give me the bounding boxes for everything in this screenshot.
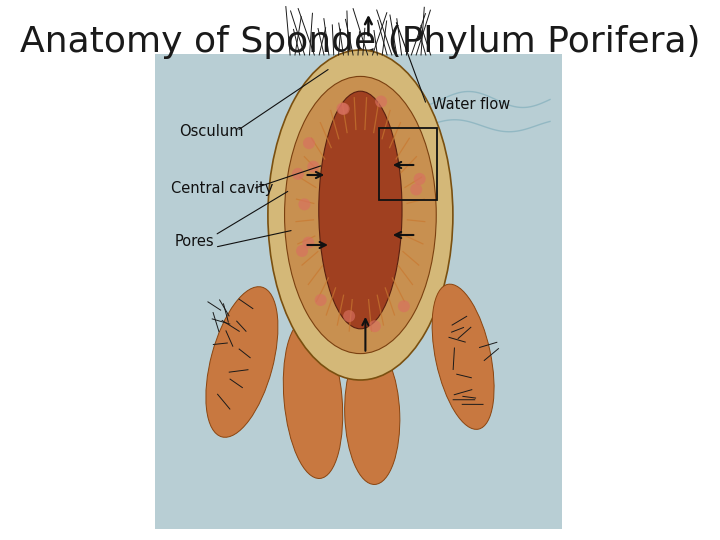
Ellipse shape	[319, 91, 402, 329]
Ellipse shape	[432, 284, 494, 429]
Bar	[155, 54, 562, 529]
Ellipse shape	[206, 287, 278, 437]
Circle shape	[369, 320, 381, 332]
Circle shape	[338, 103, 350, 115]
Circle shape	[292, 168, 304, 180]
Ellipse shape	[283, 319, 343, 478]
Circle shape	[298, 198, 310, 211]
Text: Water flow: Water flow	[431, 97, 510, 112]
Circle shape	[410, 184, 422, 195]
Circle shape	[296, 245, 308, 257]
Ellipse shape	[268, 50, 453, 380]
Ellipse shape	[284, 76, 436, 354]
Text: Pores: Pores	[175, 234, 215, 249]
Circle shape	[375, 96, 387, 107]
Circle shape	[303, 137, 315, 149]
Circle shape	[315, 294, 327, 306]
Text: Osculum: Osculum	[179, 124, 243, 138]
Circle shape	[336, 103, 348, 114]
Circle shape	[307, 161, 320, 173]
Text: Anatomy of Sponge (Phylum Porifera): Anatomy of Sponge (Phylum Porifera)	[19, 25, 701, 59]
Text: Central cavity: Central cavity	[171, 181, 273, 196]
Ellipse shape	[345, 345, 400, 484]
Bar	[379, 128, 437, 200]
Circle shape	[398, 300, 410, 312]
Circle shape	[302, 237, 315, 248]
Circle shape	[343, 310, 355, 322]
Circle shape	[414, 173, 426, 185]
